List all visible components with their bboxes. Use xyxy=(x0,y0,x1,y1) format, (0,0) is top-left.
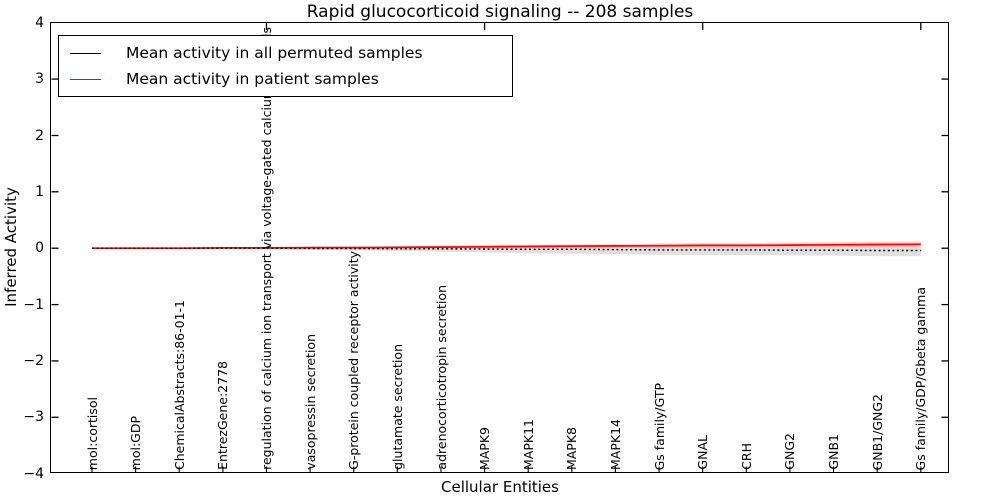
x-category-label: GNB1 xyxy=(826,434,841,470)
x-axis-label: Cellular Entities xyxy=(441,478,559,496)
legend-item: Mean activity in all permuted samples xyxy=(59,44,512,62)
x-category-label: MAPK14 xyxy=(607,419,623,470)
y-tick-label: 2 xyxy=(35,127,44,144)
x-category-label: adrenocorticotropin secretion xyxy=(433,285,449,470)
x-category-label: GNAL xyxy=(695,435,711,470)
x-category-label: mol:cortisol xyxy=(84,396,100,470)
chart-title: Rapid glucocorticoid signaling -- 208 sa… xyxy=(306,2,694,22)
x-category-label: ChemicalAbstracts:86-01-1 xyxy=(171,300,187,470)
y-tick-label: −3 xyxy=(23,409,44,426)
legend: Mean activity in all permuted samples Me… xyxy=(58,35,513,97)
x-category-label: glutamate secretion xyxy=(389,344,405,470)
y-tick-label: −1 xyxy=(23,296,44,313)
x-category-label: mol:GDP xyxy=(128,415,144,470)
x-category-label: MAPK8 xyxy=(564,426,580,470)
legend-line-sample-permuted-icon xyxy=(70,52,101,54)
x-category-label: GNB1/GNG2 xyxy=(869,393,885,470)
legend-line-sample-patient-icon xyxy=(70,78,101,80)
legend-item: Mean activity in patient samples xyxy=(59,70,512,88)
x-category-label: GNG2 xyxy=(782,433,798,470)
x-category-label: G-protein coupled receptor activity xyxy=(346,251,362,470)
x-category-label: MAPK11 xyxy=(520,419,536,470)
y-tick-label: −4 xyxy=(23,465,44,482)
y-tick-label: 4 xyxy=(35,14,44,31)
x-category-label: Gs family/GTP xyxy=(651,382,667,470)
legend-item-label: Mean activity in all permuted samples xyxy=(126,44,423,62)
x-category-label: EntrezGene:2778 xyxy=(215,361,231,470)
x-category-label: Gs family/GDP/Gbeta gamma xyxy=(913,286,929,470)
legend-item-label: Mean activity in patient samples xyxy=(126,70,379,88)
x-category-label: MAPK9 xyxy=(477,426,493,470)
x-category-label: CRH xyxy=(738,443,754,470)
y-tick-label: 0 xyxy=(35,240,44,257)
y-tick-label: 1 xyxy=(35,183,44,200)
y-tick-label: 3 xyxy=(35,71,44,88)
y-tick-label: −2 xyxy=(23,352,44,369)
x-category-label: vasopressin secretion xyxy=(302,334,318,470)
